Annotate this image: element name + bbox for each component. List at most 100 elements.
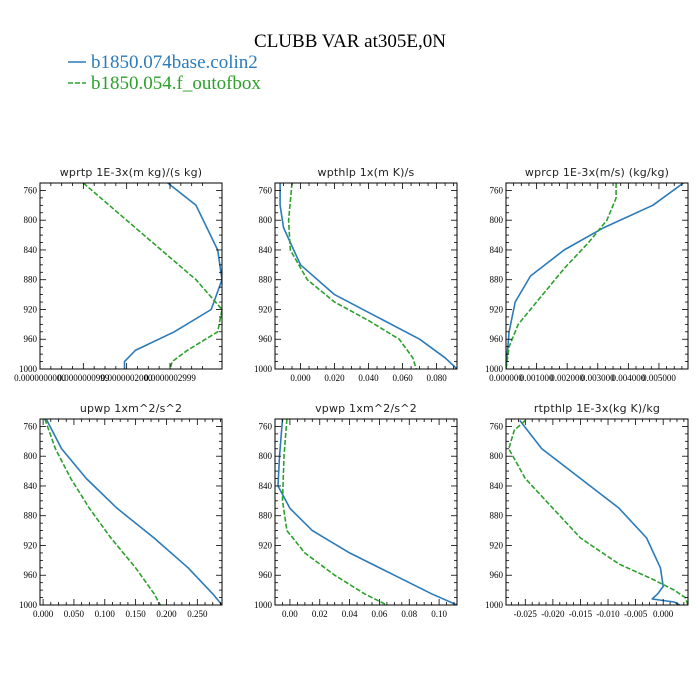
y-tick-label: 800 [259, 215, 273, 225]
y-tick-label: 1000 [19, 600, 38, 610]
x-tick-label: 0.002000 [550, 373, 584, 383]
x-tick-label: 0.00 [282, 609, 298, 619]
panel-frame [274, 418, 458, 606]
y-tick-label: 760 [490, 185, 504, 195]
series-line-1 [287, 183, 417, 369]
x-tick-label: 0.001000 [520, 373, 554, 383]
x-tick-label: 0.000 [33, 609, 54, 619]
x-tick-label: 0.000 [653, 609, 674, 619]
series-line-1 [281, 419, 388, 605]
x-tick-label: 0.000000 [489, 373, 523, 383]
y-tick-label: 880 [24, 275, 38, 285]
x-tick-label: 0.020 [324, 373, 345, 383]
x-tick-label: -0.005 [624, 609, 648, 619]
x-tick-label: 0.060 [392, 373, 413, 383]
x-tick-label: 0.040 [358, 373, 379, 383]
panel-frame [39, 182, 223, 370]
series-line-0 [506, 183, 684, 369]
x-tick-label: 0.0000002000 [101, 373, 153, 383]
x-tick-label: 0.02 [312, 609, 328, 619]
x-tick-label: 0.004000 [611, 373, 645, 383]
panel-5: rtpthlp 1E-3x(kg K)/kg 760 800 840 880 920 960… [485, 402, 689, 619]
x-tick-label: 0.150 [126, 609, 147, 619]
y-tick-label: 960 [259, 334, 273, 344]
figure-title: CLUBB VAR at305E,0N [254, 31, 446, 52]
panel-title: vpwp 1xm^2/s^2 [315, 402, 417, 415]
series-line-1 [508, 419, 688, 605]
panel-frame [274, 182, 458, 370]
x-tick-label: 0.250 [187, 609, 208, 619]
legend-label-1: b1850.054.f_outofbox [91, 73, 261, 94]
y-tick-label: 800 [24, 451, 38, 461]
x-tick-label: -0.020 [541, 609, 565, 619]
panel-2: wprcp 1E-3x(m/s) (kg/kg) 760 800 840 880 920 9… [485, 166, 689, 383]
y-tick-label: 840 [259, 481, 273, 491]
y-tick-label: 800 [259, 451, 273, 461]
panel-title: wprcp 1E-3x(m/s) (kg/kg) [525, 166, 669, 179]
x-tick-label: 0.200 [156, 609, 177, 619]
series-line-0 [519, 420, 681, 605]
y-tick-label: 1000 [254, 600, 273, 610]
panels: wprtp 1E-3x(m kg)/(s kg) 760 800 840 880 920 9… [14, 166, 689, 619]
y-tick-label: 920 [24, 540, 38, 550]
y-tick-label: 760 [259, 421, 273, 431]
y-tick-label: 920 [490, 304, 504, 314]
x-tick-label: 0.000 [290, 373, 311, 383]
panel-3: upwp 1xm^2/s^2 760 800 840 880 920 960 10000.00… [19, 402, 223, 619]
x-tick-label: 0.080 [426, 373, 447, 383]
y-tick-label: 760 [259, 185, 273, 195]
y-tick-label: 920 [24, 304, 38, 314]
y-tick-label: 840 [490, 481, 504, 491]
y-tick-label: 840 [24, 245, 38, 255]
panel-title: wprtp 1E-3x(m kg)/(s kg) [60, 166, 203, 179]
series-line-0 [45, 419, 222, 605]
y-tick-label: 880 [259, 275, 273, 285]
y-tick-label: 920 [259, 540, 273, 550]
y-tick-label: 800 [24, 215, 38, 225]
x-tick-label: 0.0000000999 [57, 373, 109, 383]
y-tick-label: 1000 [485, 364, 504, 374]
y-tick-label: 960 [259, 570, 273, 580]
y-tick-label: 840 [24, 481, 38, 491]
x-tick-label: 0.005000 [642, 373, 676, 383]
y-tick-label: 960 [24, 570, 38, 580]
series-line-1 [44, 419, 161, 605]
y-tick-label: 960 [24, 334, 38, 344]
panel-0: wprtp 1E-3x(m kg)/(s kg) 760 800 840 880 920 9… [14, 166, 223, 383]
y-tick-label: 880 [24, 511, 38, 521]
panel-title: rtpthlp 1E-3x(kg K)/kg [534, 402, 660, 415]
x-tick-label: -0.015 [569, 609, 593, 619]
y-tick-label: 840 [259, 245, 273, 255]
legend-label-0: b1850.074base.colin2 [91, 52, 258, 73]
legend: b1850.074base.colin2 b1850.054.f_outofbo… [68, 52, 261, 94]
y-tick-label: 880 [490, 511, 504, 521]
panel-frame [505, 182, 689, 370]
x-tick-label: 0.08 [401, 609, 417, 619]
x-tick-label: 0.04 [342, 609, 358, 619]
y-tick-label: 800 [490, 451, 504, 461]
y-tick-label: 760 [24, 185, 38, 195]
y-tick-label: 800 [490, 215, 504, 225]
panel-1: wpthlp 1x(m K)/s 760 800 840 880 920 960 1000 0.… [254, 166, 458, 383]
panel-title: upwp 1xm^2/s^2 [80, 402, 182, 415]
panel-frame [39, 418, 223, 606]
series-line-1 [506, 183, 617, 369]
y-tick-label: 920 [490, 540, 504, 550]
y-tick-label: 840 [490, 245, 504, 255]
panel-title: wpthlp 1x(m K)/s [318, 166, 415, 179]
series-line-0 [123, 183, 222, 369]
y-tick-label: 1000 [485, 600, 504, 610]
x-tick-label: 0.0000000000 [14, 373, 66, 383]
x-tick-label: 0.050 [64, 609, 85, 619]
y-tick-label: 960 [490, 334, 504, 344]
y-tick-label: 880 [490, 275, 504, 285]
x-tick-label: -0.010 [596, 609, 620, 619]
panel-frame [505, 418, 689, 606]
x-tick-label: 0.100 [95, 609, 116, 619]
y-tick-label: 920 [259, 304, 273, 314]
x-tick-label: 0.10 [431, 609, 447, 619]
x-tick-label: -0.025 [514, 609, 538, 619]
panel-4: vpwp 1xm^2/s^2 760 800 840 880 920 960 1000 0.00… [254, 402, 458, 619]
x-tick-label: 0.0000002999 [144, 373, 196, 383]
